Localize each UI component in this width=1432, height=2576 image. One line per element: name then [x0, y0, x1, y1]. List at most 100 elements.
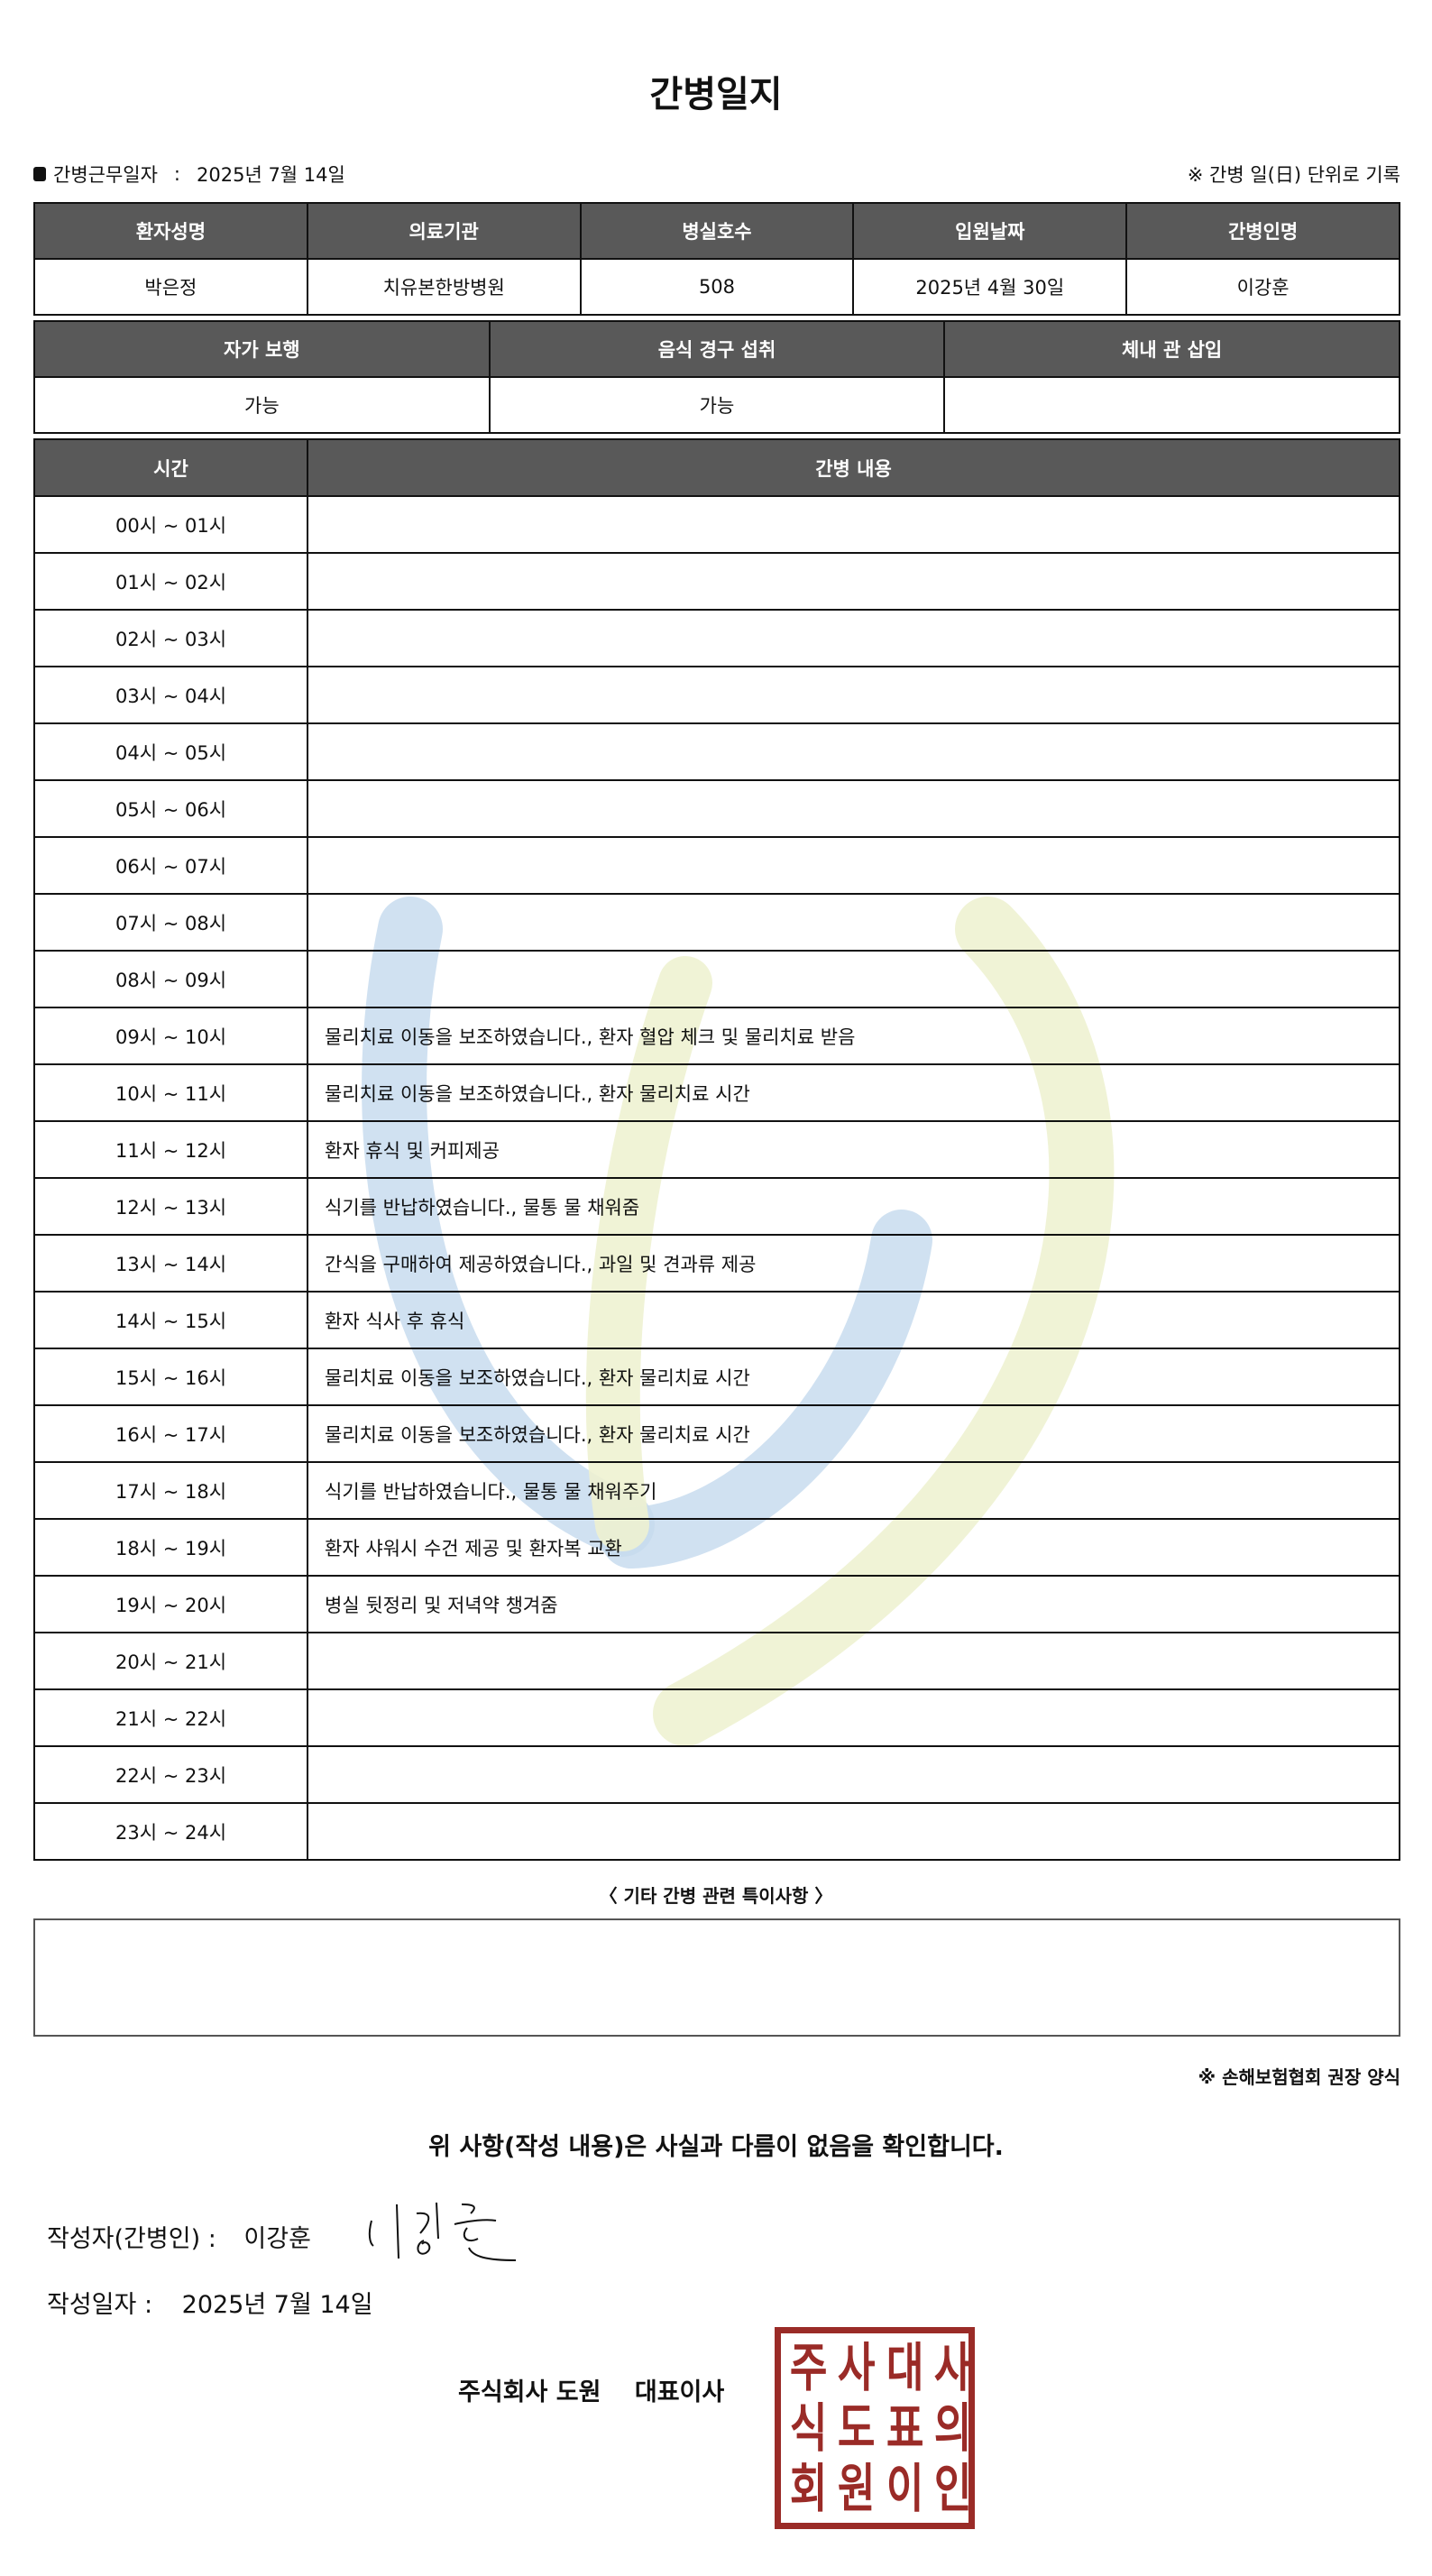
- log-content-cell[interactable]: [308, 952, 1399, 1007]
- log-content-cell[interactable]: [308, 1633, 1399, 1688]
- writer-name: 이강훈: [243, 2225, 311, 2253]
- write-date-label: 작성일자 :: [47, 2291, 153, 2319]
- log-content-cell[interactable]: [308, 611, 1399, 666]
- patient-header: 병실호수: [581, 204, 853, 258]
- log-content-cell[interactable]: 병실 뒷정리 및 저녁약 챙겨줌: [308, 1577, 1399, 1632]
- status-cell: [945, 378, 1399, 432]
- special-notes-label: 〈 기타 간병 관련 특이사항 〉: [599, 1885, 833, 1907]
- seal-char: 사: [933, 2336, 972, 2398]
- log-header: 시간: [35, 440, 307, 495]
- log-content-cell[interactable]: [308, 667, 1399, 722]
- log-time-cell: 22시 ~ 23시: [35, 1747, 307, 1802]
- log-time-cell: 03시 ~ 04시: [35, 667, 307, 722]
- work-date-line: 간병근무일자 : 2025년 7월 14일: [33, 161, 345, 188]
- log-content-cell[interactable]: [308, 1690, 1399, 1745]
- patient-cell: 박은정: [35, 260, 307, 314]
- patient-cell: 치유본한방병원: [308, 260, 580, 314]
- log-time-cell: 20시 ~ 21시: [35, 1633, 307, 1688]
- log-content-cell[interactable]: 식기를 반납하였습니다., 물통 물 채워줌: [308, 1179, 1399, 1234]
- status-header: 음식 경구 섭취: [490, 322, 944, 376]
- status-table: 자가 보행 음식 경구 섭취 체내 관 삽입 가능 가능: [33, 320, 1400, 434]
- writer-line: 작성자(간병인) : 이강훈: [47, 2219, 311, 2254]
- log-content-cell[interactable]: [308, 1804, 1399, 1859]
- patient-table: 환자성명 의료기관 병실호수 입원날짜 간병인명 박은정 치유본한방병원 508 2025년 4…: [33, 202, 1400, 316]
- log-content-cell[interactable]: [308, 1747, 1399, 1802]
- confirm-statement: 위 사항(작성 내용)은 사실과 다름이 없음을 확인합니다.: [428, 2133, 1004, 2161]
- record-note: ※ 간병 일(日) 단위로 기록: [1187, 164, 1400, 186]
- log-content-cell[interactable]: 환자 식사 후 휴식: [308, 1293, 1399, 1348]
- work-date-value: 2025년 7월 14일: [197, 164, 345, 186]
- status-header: 자가 보행: [35, 322, 489, 376]
- seal-char: 이: [886, 2458, 924, 2520]
- seal-char: 원: [838, 2458, 876, 2520]
- patient-cell: 2025년 4월 30일: [854, 260, 1126, 314]
- seal-char: 대: [886, 2336, 924, 2398]
- write-date-line: 작성일자 : 2025년 7월 14일: [47, 2285, 373, 2320]
- status-cell: 가능: [490, 378, 944, 432]
- log-content-cell[interactable]: [308, 554, 1399, 609]
- log-time-cell: 21시 ~ 22시: [35, 1690, 307, 1745]
- log-time-cell: 05시 ~ 06시: [35, 781, 307, 836]
- log-content-cell[interactable]: 물리치료 이동을 보조하였습니다., 환자 혈압 체크 및 물리치료 받음: [308, 1008, 1399, 1063]
- patient-header: 입원날짜: [854, 204, 1126, 258]
- company-title: 대표이사: [634, 2378, 725, 2406]
- log-content-cell[interactable]: 물리치료 이동을 보조하였습니다., 환자 물리치료 시간: [308, 1406, 1399, 1461]
- log-time-cell: 11시 ~ 12시: [35, 1122, 307, 1177]
- log-time-cell: 12시 ~ 13시: [35, 1179, 307, 1234]
- log-time-cell: 02시 ~ 03시: [35, 611, 307, 666]
- seal-char: 인: [933, 2458, 972, 2520]
- log-time-cell: 10시 ~ 11시: [35, 1065, 307, 1120]
- log-content-cell[interactable]: [308, 838, 1399, 893]
- work-date-label: 간병근무일자: [53, 164, 158, 186]
- log-time-cell: 16시 ~ 17시: [35, 1406, 307, 1461]
- status-cell: 가능: [35, 378, 489, 432]
- log-time-cell: 07시 ~ 08시: [35, 895, 307, 950]
- writer-label: 작성자(간병인) :: [47, 2225, 216, 2253]
- patient-header: 환자성명: [35, 204, 307, 258]
- log-time-cell: 14시 ~ 15시: [35, 1293, 307, 1348]
- seal-char: 사: [838, 2336, 876, 2398]
- seal-char: 도: [838, 2397, 876, 2459]
- log-content-cell[interactable]: 물리치료 이동을 보조하였습니다., 환자 물리치료 시간: [308, 1349, 1399, 1404]
- write-date-value: 2025년 7월 14일: [181, 2291, 373, 2319]
- special-notes-box[interactable]: [33, 1918, 1400, 2037]
- log-time-cell: 04시 ~ 05시: [35, 724, 307, 779]
- log-content-cell[interactable]: 물리치료 이동을 보조하였습니다., 환자 물리치료 시간: [308, 1065, 1399, 1120]
- care-log-table: 시간 간병 내용 00시 ~ 01시 01시 ~ 02시 02시 ~ 03시 03시 ~ …: [33, 438, 1400, 1861]
- log-content-cell[interactable]: 환자 휴식 및 커피제공: [308, 1122, 1399, 1177]
- company-line: 주식회사 도원 대표이사: [458, 2372, 724, 2407]
- log-time-cell: 08시 ~ 09시: [35, 952, 307, 1007]
- seal-char: 회: [789, 2458, 828, 2520]
- log-time-cell: 01시 ~ 02시: [35, 554, 307, 609]
- seal-char: 주: [789, 2336, 828, 2398]
- patient-cell: 508: [581, 260, 853, 314]
- log-content-cell[interactable]: [308, 724, 1399, 779]
- log-content-cell[interactable]: 간식을 구매하여 제공하였습니다., 과일 및 견과류 제공: [308, 1236, 1399, 1291]
- page-title: 간병일지: [649, 74, 783, 115]
- signature: [368, 2202, 517, 2261]
- work-date-separator: :: [173, 163, 180, 185]
- log-time-cell: 13시 ~ 14시: [35, 1236, 307, 1291]
- log-time-cell: 06시 ~ 07시: [35, 838, 307, 893]
- seal-char: 표: [886, 2397, 924, 2459]
- seal-char: 의: [933, 2397, 972, 2459]
- log-content-cell[interactable]: [308, 497, 1399, 552]
- log-content-cell[interactable]: [308, 781, 1399, 836]
- log-time-cell: 09시 ~ 10시: [35, 1008, 307, 1063]
- log-time-cell: 19시 ~ 20시: [35, 1577, 307, 1632]
- company-name: 주식회사 도원: [458, 2378, 601, 2406]
- log-time-cell: 17시 ~ 18시: [35, 1463, 307, 1518]
- patient-cell: 이강훈: [1127, 260, 1399, 314]
- bullet-icon: [33, 167, 46, 181]
- log-content-cell[interactable]: 환자 샤워시 수건 제공 및 환자복 교환: [308, 1520, 1399, 1575]
- status-header: 체내 관 삽입: [945, 322, 1399, 376]
- log-content-cell[interactable]: [308, 895, 1399, 950]
- log-time-cell: 00시 ~ 01시: [35, 497, 307, 552]
- log-content-cell[interactable]: 식기를 반납하였습니다., 물통 물 채워주기: [308, 1463, 1399, 1518]
- log-time-cell: 18시 ~ 19시: [35, 1520, 307, 1575]
- form-note: ※ 손해보험협회 권장 양식: [1198, 2066, 1400, 2088]
- log-time-cell: 23시 ~ 24시: [35, 1804, 307, 1859]
- patient-header: 의료기관: [308, 204, 580, 258]
- log-header: 간병 내용: [308, 440, 1399, 495]
